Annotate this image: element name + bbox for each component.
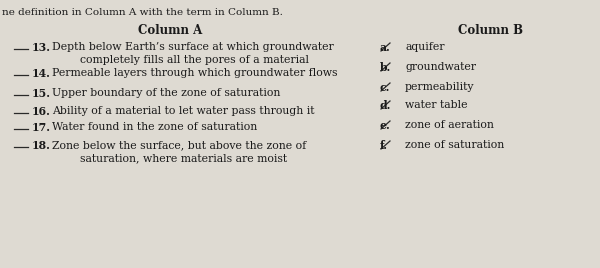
Text: zone of aeration: zone of aeration	[405, 120, 494, 130]
Text: Permeable layers through which groundwater flows: Permeable layers through which groundwat…	[52, 68, 337, 78]
Text: 16.: 16.	[32, 106, 51, 117]
Text: groundwater: groundwater	[405, 62, 476, 72]
Text: b.: b.	[380, 62, 391, 73]
Text: Column B: Column B	[458, 24, 523, 37]
Text: Zone below the surface, but above the zone of
        saturation, where material: Zone below the surface, but above the zo…	[52, 140, 306, 163]
Text: f.: f.	[380, 140, 388, 151]
Text: ne definition in Column A with the term in Column B.: ne definition in Column A with the term …	[2, 8, 283, 17]
Text: 17.: 17.	[32, 122, 51, 133]
Text: Column A: Column A	[138, 24, 202, 37]
Text: water table: water table	[405, 100, 467, 110]
Text: Depth below Earth’s surface at which groundwater
        completely fills all th: Depth below Earth’s surface at which gro…	[52, 42, 334, 65]
Text: e.: e.	[380, 120, 391, 131]
Text: zone of saturation: zone of saturation	[405, 140, 504, 150]
Text: 18.: 18.	[32, 140, 51, 151]
Text: Ability of a material to let water pass through it: Ability of a material to let water pass …	[52, 106, 314, 116]
Text: Upper boundary of the zone of saturation: Upper boundary of the zone of saturation	[52, 88, 280, 98]
Text: 13.: 13.	[32, 42, 51, 53]
Text: permeability: permeability	[405, 82, 475, 92]
Text: 15.: 15.	[32, 88, 51, 99]
Text: d.: d.	[380, 100, 391, 111]
Text: Water found in the zone of saturation: Water found in the zone of saturation	[52, 122, 257, 132]
Text: c.: c.	[380, 82, 391, 93]
Text: 14.: 14.	[32, 68, 51, 79]
Text: aquifer: aquifer	[405, 42, 445, 52]
Text: a.: a.	[380, 42, 391, 53]
